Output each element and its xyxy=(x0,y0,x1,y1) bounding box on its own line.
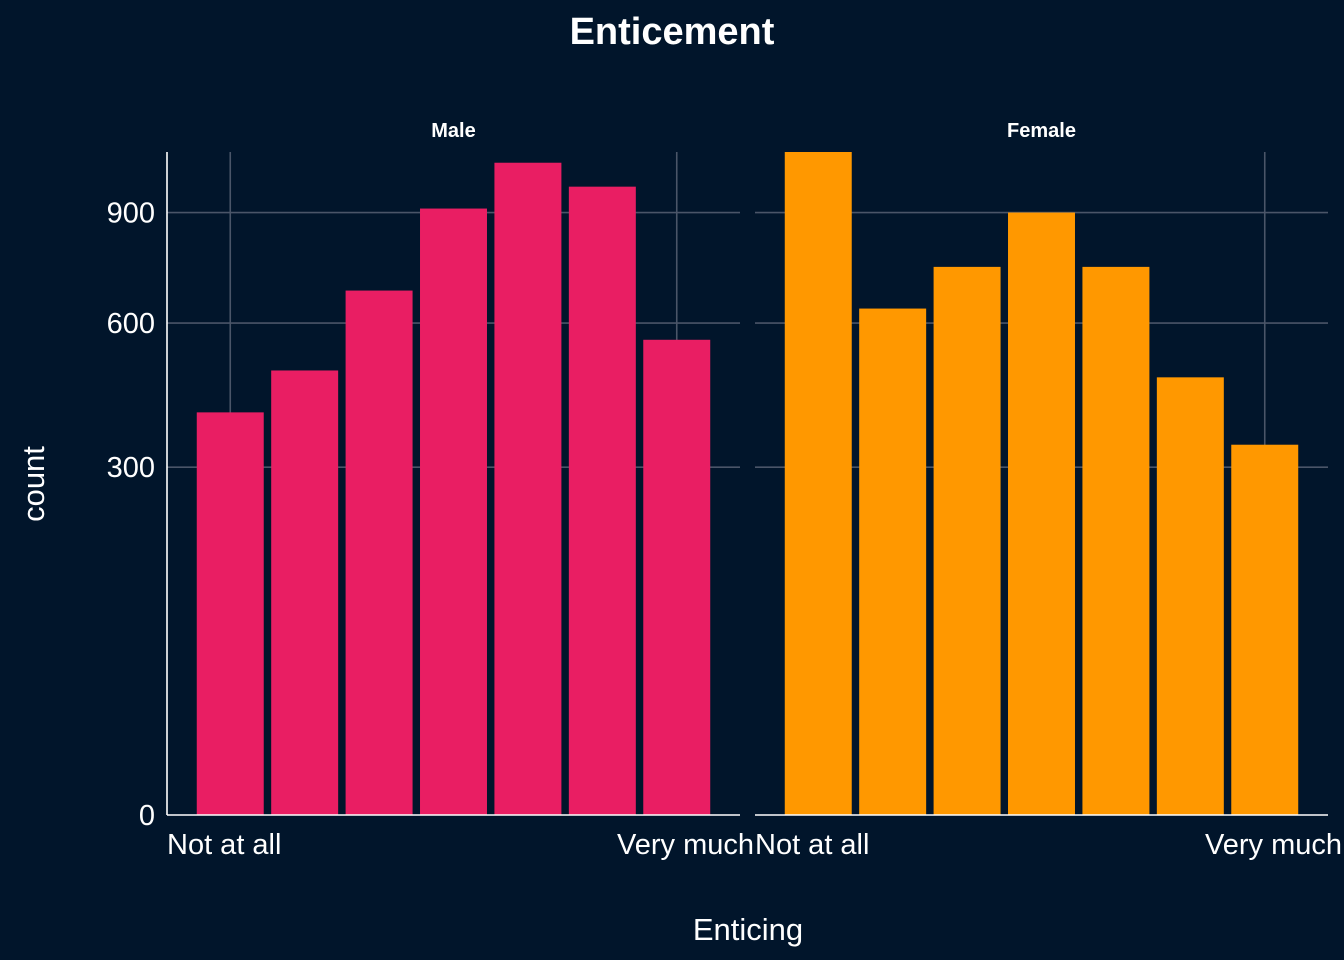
bar-male-1 xyxy=(196,412,264,815)
bar-male-6 xyxy=(568,186,636,816)
x-tick-label: Very much xyxy=(617,829,754,861)
bar-female-1 xyxy=(784,152,852,815)
y-tick-label: 600 xyxy=(107,308,155,340)
bar-female-3 xyxy=(933,266,1001,816)
facet-label-male: Male xyxy=(431,120,475,142)
y-axis-title: count xyxy=(16,446,51,522)
bar-male-2 xyxy=(271,370,339,815)
x-tick-label: Not at all xyxy=(167,829,281,861)
bar-female-6 xyxy=(1156,377,1224,815)
bar-female-4 xyxy=(1008,212,1075,816)
bar-female-5 xyxy=(1082,266,1150,816)
facet-label-female: Female xyxy=(1007,120,1076,142)
bar-male-4 xyxy=(420,208,487,815)
panel-female: Female Not at all Very much xyxy=(755,120,1342,861)
y-tick-label: 900 xyxy=(107,198,155,230)
x-axis-title: Enticing xyxy=(693,912,803,947)
y-tick-label: 300 xyxy=(107,452,155,484)
y-tick-label: 0 xyxy=(139,800,155,832)
x-tick-label: Not at all xyxy=(755,829,869,861)
bar-female-2 xyxy=(859,308,927,815)
bar-male-5 xyxy=(494,162,562,816)
bar-female-7 xyxy=(1231,444,1299,815)
bar-male-3 xyxy=(345,290,413,815)
x-tick-label: Very much xyxy=(1205,829,1342,861)
chart-title: Enticement xyxy=(570,11,775,53)
panel-male: Male Not at all Very much 0 300 600 900 xyxy=(107,120,754,861)
bar-male-7 xyxy=(643,339,711,815)
